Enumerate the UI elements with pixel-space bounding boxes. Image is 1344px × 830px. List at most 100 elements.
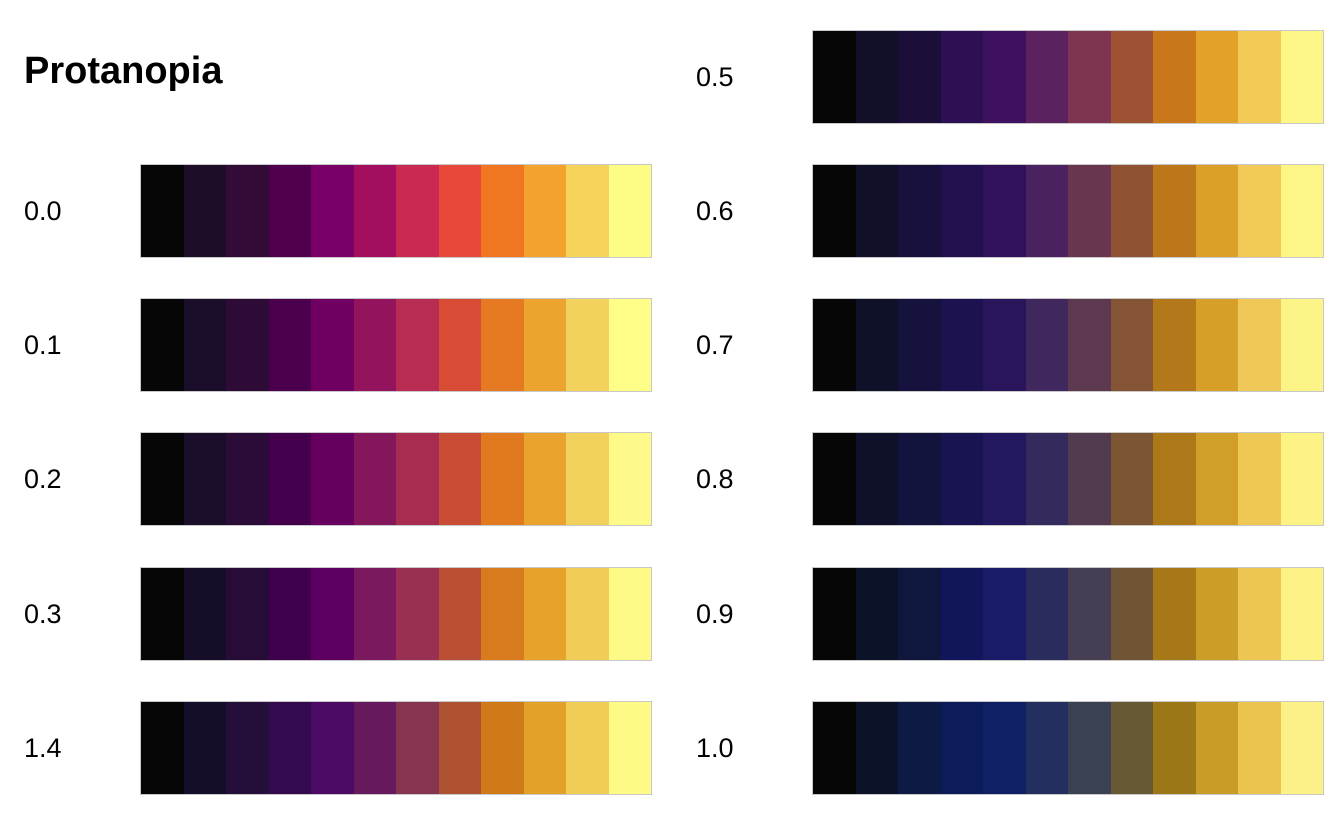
color-swatch <box>396 433 439 525</box>
color-swatch <box>1068 702 1111 794</box>
color-swatch <box>813 299 856 391</box>
color-swatch <box>353 702 396 794</box>
color-swatch <box>983 299 1026 391</box>
color-swatch <box>1110 433 1153 525</box>
color-swatch <box>183 568 226 660</box>
color-swatch <box>226 568 269 660</box>
color-swatch <box>1153 165 1196 257</box>
color-swatch <box>1238 299 1281 391</box>
color-swatch <box>1025 299 1068 391</box>
color-swatch-strip <box>812 30 1324 124</box>
color-swatch <box>940 702 983 794</box>
color-swatch <box>898 165 941 257</box>
color-swatch <box>566 299 609 391</box>
color-swatch <box>566 433 609 525</box>
color-swatch <box>481 568 524 660</box>
severity-label: 1.4 <box>24 733 62 763</box>
color-swatch <box>141 165 184 257</box>
color-swatch <box>983 165 1026 257</box>
color-swatch <box>813 702 856 794</box>
color-swatch <box>1025 31 1068 123</box>
palette-row-0-9: 0.9 <box>672 567 1344 661</box>
color-swatch <box>353 568 396 660</box>
color-swatch <box>311 299 354 391</box>
color-swatch <box>898 31 941 123</box>
palette-row-1-0: 1.0 <box>672 701 1344 795</box>
color-swatch <box>268 433 311 525</box>
color-swatch <box>983 31 1026 123</box>
color-swatch-strip <box>140 164 652 258</box>
color-swatch <box>983 433 1026 525</box>
color-swatch <box>523 299 566 391</box>
color-swatch <box>311 433 354 525</box>
color-swatch <box>481 702 524 794</box>
severity-label: 0.8 <box>696 464 734 494</box>
color-swatch <box>1238 433 1281 525</box>
color-swatch <box>1153 299 1196 391</box>
palette-row-0-8: 0.8 <box>672 432 1344 526</box>
palette-row-0-0: 0.0 <box>0 164 672 258</box>
color-swatch <box>608 568 651 660</box>
color-swatch <box>1110 31 1153 123</box>
severity-label: 0.9 <box>696 599 734 629</box>
color-swatch <box>353 165 396 257</box>
color-swatch <box>1153 433 1196 525</box>
palette-row-0-3: 0.3 <box>0 567 672 661</box>
color-swatch <box>1280 568 1323 660</box>
color-swatch <box>898 568 941 660</box>
color-swatch <box>608 165 651 257</box>
severity-label: 0.6 <box>696 196 734 226</box>
palette-row-0-2: 0.2 <box>0 432 672 526</box>
color-swatch <box>523 165 566 257</box>
color-swatch <box>1068 568 1111 660</box>
color-swatch <box>1025 568 1068 660</box>
color-swatch <box>481 299 524 391</box>
color-swatch <box>1153 702 1196 794</box>
color-swatch <box>226 702 269 794</box>
color-swatch-strip <box>140 298 652 392</box>
severity-label: 0.2 <box>24 464 62 494</box>
color-swatch <box>566 568 609 660</box>
color-swatch <box>1238 568 1281 660</box>
palette-row-0-6: 0.6 <box>672 164 1344 258</box>
color-swatch <box>226 433 269 525</box>
color-swatch <box>1195 433 1238 525</box>
color-swatch <box>1110 568 1153 660</box>
color-swatch <box>1238 165 1281 257</box>
color-swatch-strip <box>812 432 1324 526</box>
color-swatch <box>311 702 354 794</box>
color-swatch <box>481 165 524 257</box>
color-swatch <box>183 702 226 794</box>
color-swatch <box>1025 165 1068 257</box>
color-swatch <box>855 433 898 525</box>
color-swatch <box>608 299 651 391</box>
color-swatch <box>268 702 311 794</box>
severity-label: 1.0 <box>696 733 734 763</box>
color-swatch <box>396 165 439 257</box>
color-swatch <box>438 299 481 391</box>
color-swatch <box>141 702 184 794</box>
color-swatch <box>396 568 439 660</box>
color-swatch <box>1195 31 1238 123</box>
color-swatch <box>183 433 226 525</box>
color-swatch <box>566 702 609 794</box>
color-swatch <box>1195 165 1238 257</box>
color-swatch <box>608 433 651 525</box>
color-swatch <box>481 433 524 525</box>
severity-label: 0.1 <box>24 330 62 360</box>
color-swatch <box>1153 31 1196 123</box>
palette-row-0-7: 0.7 <box>672 298 1344 392</box>
color-swatch <box>855 299 898 391</box>
severity-label: 0.3 <box>24 599 62 629</box>
color-swatch <box>226 165 269 257</box>
severity-label: 0.7 <box>696 330 734 360</box>
color-swatch <box>268 568 311 660</box>
color-swatch <box>438 433 481 525</box>
color-swatch <box>1025 702 1068 794</box>
color-swatch <box>141 299 184 391</box>
color-swatch <box>940 568 983 660</box>
color-swatch <box>1195 702 1238 794</box>
color-swatch <box>1238 31 1281 123</box>
color-swatch <box>141 433 184 525</box>
color-swatch <box>1025 433 1068 525</box>
